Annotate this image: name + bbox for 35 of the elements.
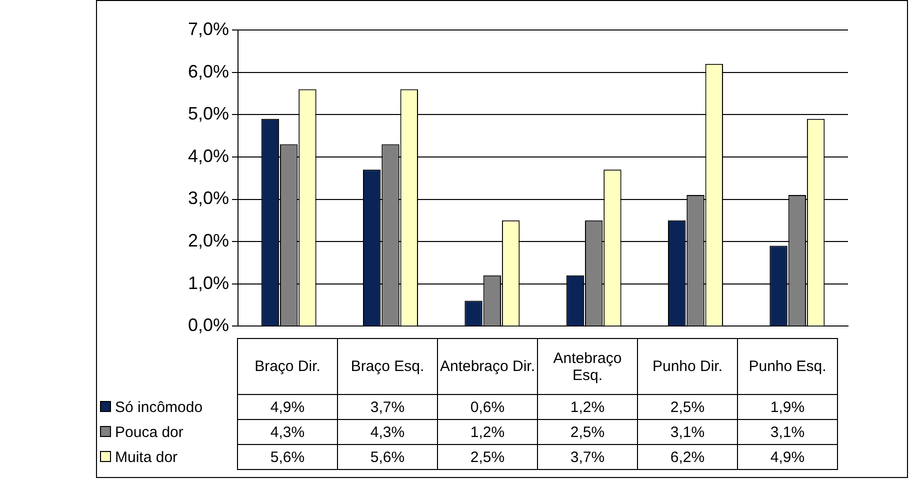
legend-label: Só incômodo [97, 394, 238, 420]
data-label: 6,2% [638, 444, 738, 470]
y-tick-label: 1,0% [188, 272, 229, 293]
legend-label: Muita dor [97, 444, 238, 470]
data-label: 3,7% [538, 444, 638, 470]
x-tick-label: Braço Dir. [238, 338, 338, 394]
data-label: 2,5% [538, 420, 638, 444]
y-tick-label: 6,0% [188, 61, 229, 82]
data-label: 1,2% [538, 394, 638, 420]
legend-label: Pouca dor [97, 420, 238, 444]
y-tick-label: 2,0% [188, 230, 229, 251]
data-label: 4,9% [738, 444, 838, 470]
x-tick-label: Braço Esq. [338, 338, 438, 394]
y-tick-label: 0,0% [188, 315, 229, 336]
data-label: 1,2% [438, 420, 538, 444]
x-tick-label: Punho Dir. [638, 338, 738, 394]
data-label: 4,9% [238, 394, 338, 420]
data-label: 0,6% [438, 394, 538, 420]
data-label: 4,3% [238, 420, 338, 444]
x-tick-label: Antebraço Dir. [438, 338, 538, 394]
data-label: 3,1% [638, 420, 738, 444]
data-label: 2,5% [438, 444, 538, 470]
y-tick-label: 5,0% [188, 104, 229, 124]
y-tick-label: 4,0% [188, 146, 229, 166]
data-label: 1,9% [738, 394, 838, 420]
data-label: 3,1% [738, 420, 838, 444]
x-tick-label: Punho Esq. [738, 338, 838, 394]
data-label: 3,7% [338, 394, 438, 420]
y-tick-label: 3,0% [188, 188, 229, 208]
data-label: 5,6% [238, 444, 338, 470]
data-label: 2,5% [638, 394, 738, 420]
y-tick-label: 7,0% [188, 18, 229, 39]
data-label: 4,3% [338, 420, 438, 444]
data-label: 5,6% [338, 444, 438, 470]
x-tick-label: Antebraço Esq. [538, 338, 638, 394]
